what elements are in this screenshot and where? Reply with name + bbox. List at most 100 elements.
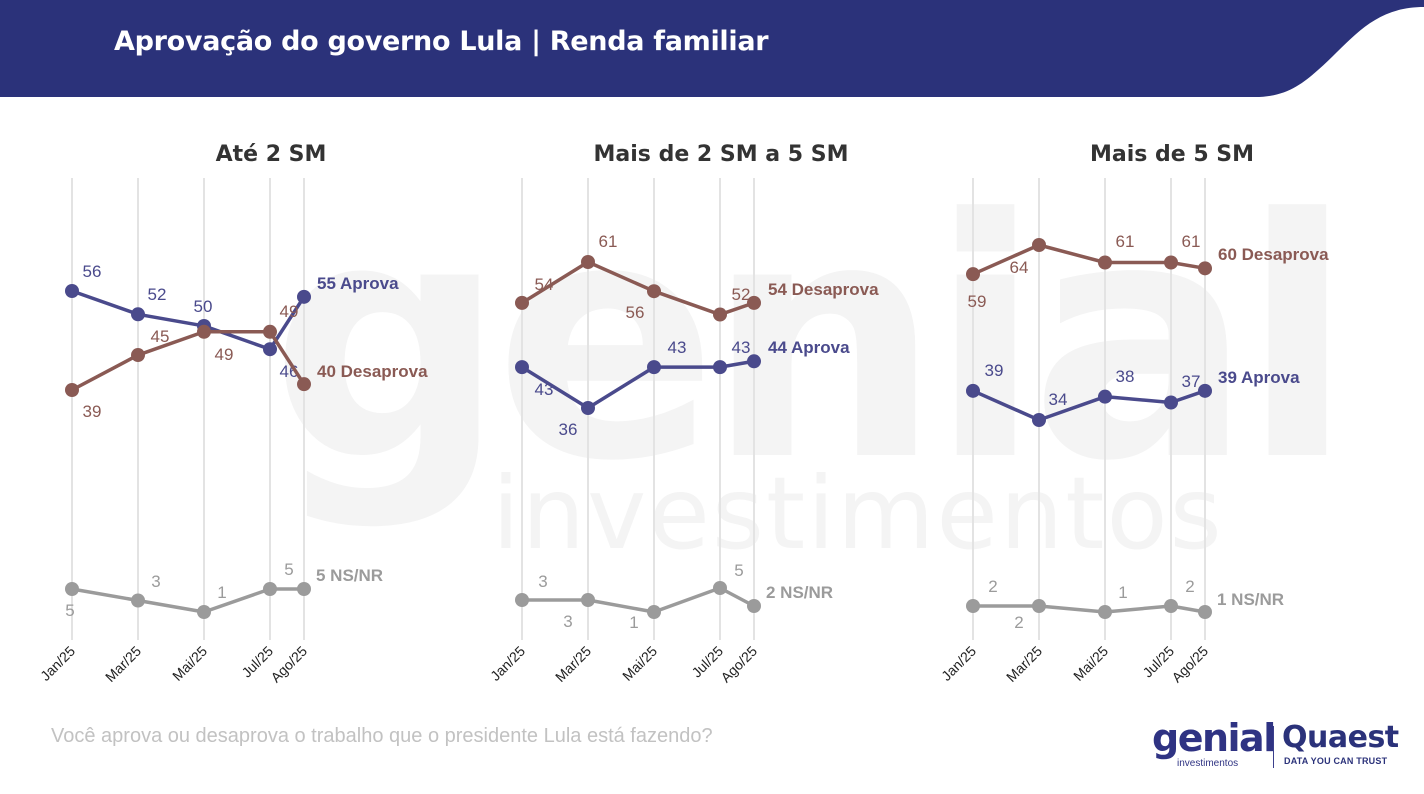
data-label: 38: [1116, 367, 1135, 386]
data-point: [966, 599, 980, 613]
data-label: 50: [194, 297, 213, 316]
data-label: 3: [538, 572, 547, 591]
data-label: 43: [668, 338, 687, 357]
data-point: [581, 401, 595, 415]
data-label: 5: [65, 601, 74, 620]
data-label: 49: [215, 345, 234, 364]
genial-logo: genial investimentos: [1152, 716, 1276, 772]
data-label: 61: [1182, 232, 1201, 251]
x-tick-label: Jan/25: [37, 643, 78, 684]
data-label: 2: [988, 577, 997, 596]
data-point: [65, 383, 79, 397]
data-label: 1: [1118, 583, 1127, 602]
survey-question: Você aprova ou desaprova o trabalho que …: [51, 725, 713, 747]
series-end-label: 54 Desaprova: [768, 280, 879, 299]
data-label: 59: [968, 292, 987, 311]
data-label: 45: [151, 327, 170, 346]
data-point: [581, 593, 595, 607]
data-point: [966, 383, 980, 398]
data-point: [197, 605, 211, 619]
data-point: [747, 599, 761, 613]
data-point: [1198, 383, 1212, 398]
data-label: 56: [83, 262, 102, 281]
data-label: 36: [559, 420, 578, 439]
data-point: [263, 324, 277, 339]
data-label: 64: [1010, 258, 1029, 277]
data-label: 1: [217, 583, 226, 602]
data-point: [65, 582, 79, 596]
data-point: [647, 284, 661, 299]
data-point: [966, 267, 980, 282]
data-point: [1198, 261, 1212, 276]
panel-title: Mais de 5 SM: [1090, 142, 1254, 167]
data-point: [713, 360, 727, 375]
x-tick-label: Jan/25: [487, 643, 528, 684]
x-tick-label: Ago/25: [267, 643, 310, 686]
page-title: Aprovação do governo Lula | Renda famili…: [114, 26, 769, 57]
x-tick-label: Mai/25: [619, 643, 660, 684]
data-label: 61: [599, 232, 618, 251]
data-point: [1098, 255, 1112, 270]
watermark-word: genial: [270, 149, 1342, 533]
data-point: [747, 295, 761, 310]
series-end-label: 60 Desaprova: [1218, 245, 1329, 264]
data-point: [131, 348, 145, 363]
logo-divider: [1273, 726, 1274, 768]
data-label: 2: [1014, 613, 1023, 632]
data-point: [197, 324, 211, 339]
watermark-sub: investimentos: [492, 455, 1224, 572]
data-label: 43: [732, 338, 751, 357]
x-tick-label: Mai/25: [1070, 643, 1111, 684]
data-label: 43: [535, 380, 554, 399]
data-point: [131, 307, 145, 322]
data-label: 52: [148, 285, 167, 304]
data-point: [647, 605, 661, 619]
data-label: 34: [1049, 390, 1068, 409]
data-label: 52: [732, 285, 751, 304]
data-point: [263, 342, 277, 357]
data-point: [297, 289, 311, 304]
series-end-label: 40 Desaprova: [317, 362, 428, 381]
data-label: 39: [985, 361, 1004, 380]
data-point: [515, 360, 529, 375]
genial-logo-sub: investimentos: [1177, 758, 1239, 769]
x-tick-label: Mar/25: [102, 643, 144, 685]
data-label: 1: [629, 613, 638, 632]
quaest-logo-tagline: DATA YOU CAN TRUST: [1284, 756, 1388, 766]
data-label: 37: [1182, 372, 1201, 391]
x-tick-label: Ago/25: [717, 643, 760, 686]
data-point: [1164, 599, 1178, 613]
x-tick-label: Jan/25: [938, 643, 979, 684]
data-point: [581, 255, 595, 269]
data-point: [1098, 605, 1112, 619]
data-label: 5: [734, 561, 743, 580]
data-label: 54: [535, 275, 554, 294]
data-point: [297, 377, 311, 392]
panel-title: Mais de 2 SM a 5 SM: [594, 142, 849, 167]
series-end-label: 55 Aprova: [317, 274, 399, 293]
header-band: [0, 0, 1424, 97]
data-point: [1032, 238, 1046, 252]
series-end-label: 5 NS/NR: [316, 566, 383, 585]
data-point: [515, 593, 529, 607]
data-point: [747, 354, 761, 369]
data-point: [1032, 599, 1046, 613]
data-label: 5: [284, 560, 293, 579]
x-tick-label: Mar/25: [1003, 643, 1045, 685]
data-label: 39: [83, 402, 102, 421]
genial-logo-word: genial: [1152, 716, 1276, 760]
data-point: [263, 582, 277, 596]
series-end-label: 2 NS/NR: [766, 583, 833, 602]
data-label: 49: [280, 302, 299, 321]
data-point: [65, 284, 79, 298]
data-point: [1198, 605, 1212, 619]
data-point: [131, 593, 145, 608]
data-label: 2: [1185, 577, 1194, 596]
data-label: 3: [151, 572, 160, 591]
data-point: [297, 582, 311, 596]
quaest-logo: Quaest DATA YOU CAN TRUST: [1282, 720, 1399, 772]
data-label: 3: [563, 612, 572, 631]
data-point: [713, 581, 727, 595]
